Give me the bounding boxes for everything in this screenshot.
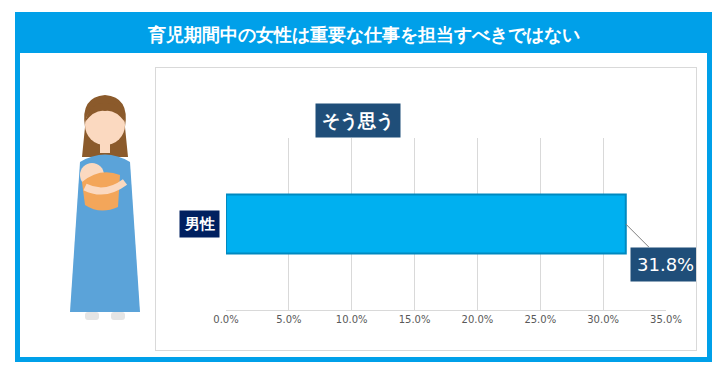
svg-text:25.0%: 25.0%: [524, 314, 556, 325]
svg-text:31.8%: 31.8%: [637, 254, 694, 275]
html-text:育児期間中の女性は重要な仕事を担当すべきではない: 育児期間中の女性は重要な仕事を担当すべきではない: [147, 24, 580, 45]
svg-text:10.0%: 10.0%: [336, 314, 368, 325]
svg-text:男性: 男性: [184, 215, 215, 233]
svg-text:0.0%: 0.0%: [213, 314, 238, 325]
svg-text:5.0%: 5.0%: [276, 314, 301, 325]
svg-text:35.0%: 35.0%: [650, 314, 682, 325]
svg-text:15.0%: 15.0%: [399, 314, 431, 325]
svg-text:20.0%: 20.0%: [462, 314, 494, 325]
svg-text:30.0%: 30.0%: [587, 314, 619, 325]
svg-text:そう思う: そう思う: [322, 110, 394, 131]
